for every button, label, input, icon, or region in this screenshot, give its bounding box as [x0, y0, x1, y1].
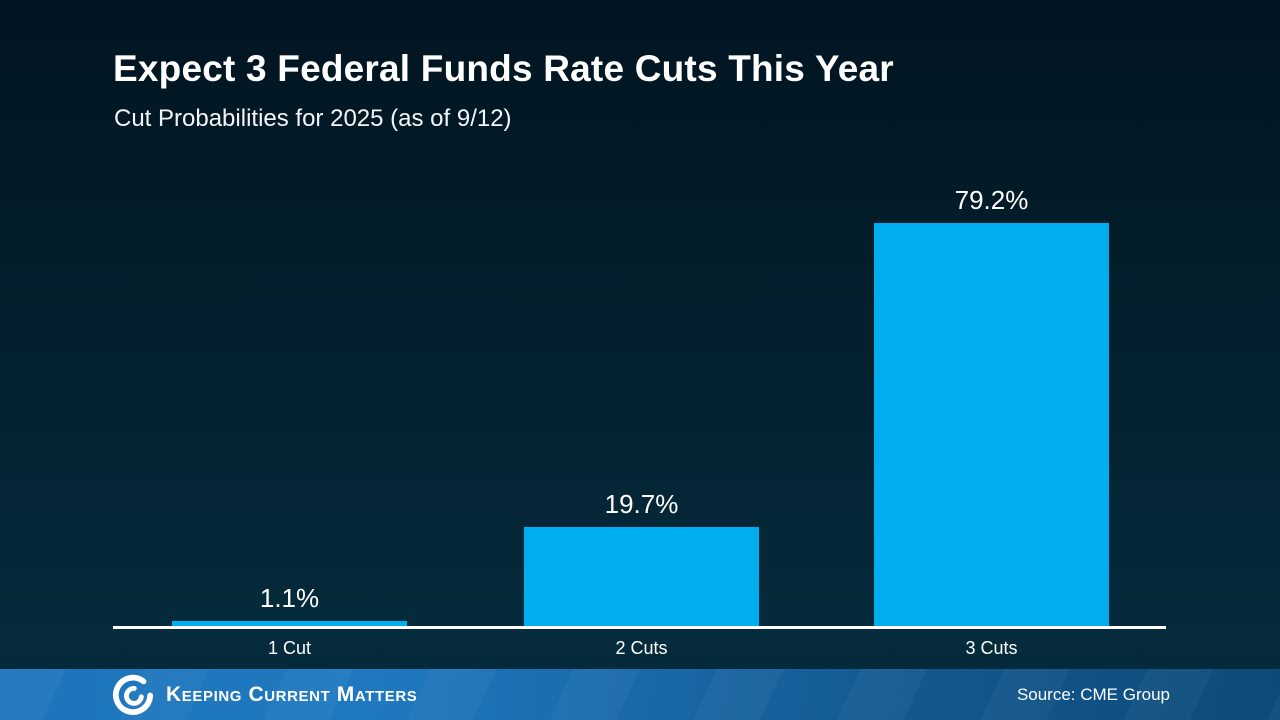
- x-axis-line: [113, 626, 1166, 629]
- brand-logo: Keeping Current Matters: [111, 673, 417, 717]
- bar-2-cuts: [524, 526, 759, 627]
- bar-group-2-cuts: 19.7% 2 Cuts: [524, 488, 759, 658]
- page-subtitle: Cut Probabilities for 2025 (as of 9/12): [114, 104, 512, 132]
- bar-3-cuts: [874, 223, 1109, 627]
- bar-value-label: 1.1%: [259, 583, 320, 614]
- kcm-swirl-icon: [113, 674, 154, 715]
- bar-group-3-cuts: 79.2% 3 Cuts: [874, 185, 1109, 658]
- brand-name: Keeping Current Matters: [166, 682, 418, 706]
- header: Expect 3 Federal Funds Rate Cuts This Ye…: [113, 48, 894, 133]
- footer-bar: Keeping Current Matters Source: CME Grou…: [0, 669, 1280, 720]
- x-axis-label: 1 Cut: [267, 638, 312, 658]
- bar-1-cut: [172, 621, 407, 627]
- x-axis-label: 3 Cuts: [965, 638, 1018, 658]
- x-axis-label: 2 Cuts: [615, 638, 668, 658]
- page-title: Expect 3 Federal Funds Rate Cuts This Ye…: [113, 48, 894, 89]
- bar-chart: 1.1% 1 Cut 19.7% 2 Cuts 79.2% 3 Cuts: [113, 0, 1166, 658]
- bar-group-1-cut: 1.1% 1 Cut: [172, 583, 407, 658]
- bar-value-label: 19.7%: [604, 488, 679, 519]
- source-text: Source: CME Group: [1016, 684, 1170, 704]
- bar-value-label: 79.2%: [954, 185, 1029, 216]
